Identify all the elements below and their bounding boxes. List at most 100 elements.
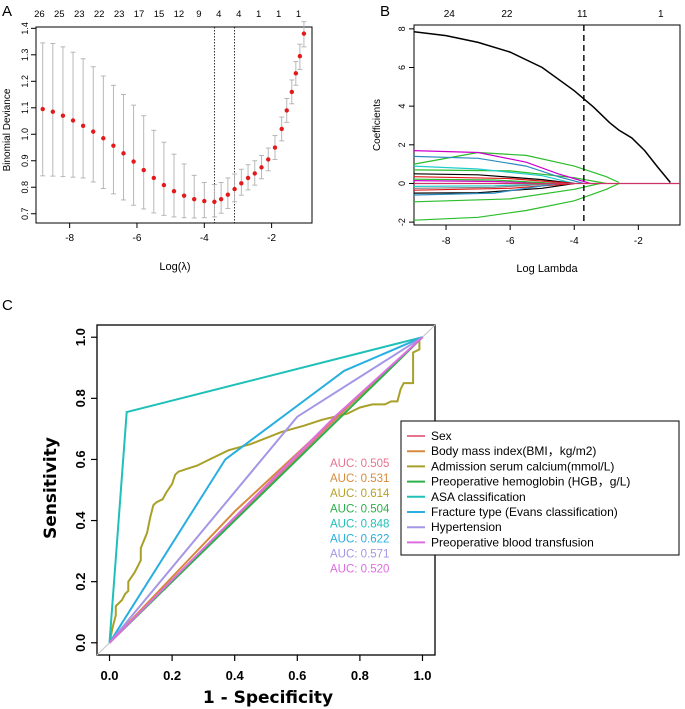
legend-entry: Body mass index(BMI，kg/m2) [431, 444, 596, 458]
panel-a-xtick-label: -8 [65, 233, 74, 244]
panel-c-auc-label: AUC: 0.571 [330, 549, 389, 561]
panel-b-coef-line [413, 182, 575, 191]
panel-b-top-label: 1 [658, 9, 664, 20]
panel-a-point [191, 196, 197, 202]
panel-a-top-label: 1 [276, 9, 281, 20]
panel-a-point [252, 171, 257, 176]
panel-a-point [50, 109, 56, 114]
panel-c-roc-curve [108, 336, 423, 644]
legend-entry: ASA classification [431, 490, 526, 504]
panel-b-plot-box [413, 24, 681, 226]
panel-a-x-axis-title: Log(λ) [159, 261, 190, 273]
panel-a-top-label: 1 [296, 9, 301, 20]
panel-a-point [181, 193, 187, 198]
panel-a-point [161, 182, 167, 188]
panel-b-ytick-label: 8 [397, 26, 407, 31]
panel-a-point [284, 108, 289, 113]
panel-b-lasso-path: Log Lambda Coefficients -8 -6 -4 -2 -202468… [372, 9, 681, 275]
panel-a-top-label: 1 [256, 9, 261, 20]
panel-b-xtick-label: -4 [570, 236, 579, 247]
panel-c-auc-label: AUC: 0.848 [330, 518, 389, 530]
panel-a-top-label: 17 [134, 9, 145, 20]
panel-a-point [301, 31, 307, 36]
legend-box [400, 420, 680, 556]
panel-c-auc-label: AUC: 0.614 [330, 488, 390, 500]
panel-a-point [151, 175, 157, 181]
panel-c-auc-label: AUC: 0.505 [330, 458, 389, 470]
panel-c-roc-curve [108, 336, 424, 644]
legend-entry: Fracture type (Evans classification) [431, 505, 618, 519]
panel-b-coef-line [413, 151, 620, 184]
panel-a-point [111, 143, 116, 148]
panel-a-point [232, 186, 237, 192]
panel-a-point [131, 159, 136, 164]
panel-b-xtick-label: -6 [506, 236, 515, 247]
panel-c-auc-label: AUC: 0.531 [330, 473, 389, 485]
panel-a-top-label: 25 [54, 9, 65, 20]
panel-a-top-label: 12 [174, 9, 185, 20]
panel-a-xtick-label: -6 [133, 233, 142, 244]
panel-a-ytick-label: 0.7 [20, 207, 30, 220]
panel-a-point [141, 167, 146, 173]
panel-b-coef-line [413, 31, 671, 183]
legend-entry: Admission serum calcium(mmol/L) [431, 459, 614, 473]
panel-b-y-axis-title: Coefficients [372, 99, 383, 151]
panel-b-ytick-label: 6 [397, 65, 407, 70]
panel-b-coef-line [413, 182, 601, 203]
panel-b-coef-line [413, 182, 559, 189]
panel-c-roc: 1 - Specificity Sensitivity 0.0 0.2 0.4 0.6… [41, 324, 680, 708]
panel-b-ytick-label: 4 [397, 104, 407, 109]
panel-b-xtick-label: -2 [634, 236, 643, 247]
panel-a-ytick-label: 1.2 [20, 75, 30, 88]
panel-c-xtick-label: 0.0 [100, 668, 118, 683]
panel-a-point [101, 136, 106, 141]
panel-a-point [259, 165, 264, 170]
panel-b-ytick-label: -2 [397, 218, 407, 226]
panel-label-b: B [380, 3, 390, 20]
panel-a-top-label: 4 [216, 9, 221, 20]
panel-b-coef-line [413, 165, 575, 185]
panel-a-top-label: 9 [196, 9, 201, 20]
panel-a-ytick-label: 1.3 [20, 49, 30, 62]
panel-a-point [212, 199, 217, 205]
panel-c-ytick-label: 0.4 [73, 511, 88, 530]
panel-a-xtick-label: -2 [267, 233, 276, 244]
panel-a-top-label: 4 [236, 9, 241, 20]
panel-a-lasso-cv: Log(λ) Binomial Deviance -8 -6 -4 -2 0.7 0.8… [2, 9, 313, 273]
panel-a-point [272, 145, 278, 150]
panel-c-x-axis-title: 1 - Specificity [203, 688, 333, 708]
panel-c-xtick-label: 0.6 [288, 668, 306, 683]
panel-b-top-label: 24 [444, 9, 456, 20]
panel-a-point [121, 151, 126, 156]
panel-a-point [218, 196, 224, 202]
panel-a-xtick-label: -4 [200, 233, 209, 244]
panel-b-coef-line [413, 173, 575, 185]
panel-c-y-axis-title: Sensitivity [41, 437, 61, 539]
panel-c-ytick-label: 0.6 [73, 450, 88, 468]
panel-c-auc-label: AUC: 0.622 [330, 534, 389, 546]
panel-c-xtick-label: 0.4 [226, 668, 245, 683]
panel-b-coef-line [413, 150, 591, 185]
panel-b-coef-line [413, 182, 559, 196]
panel-label-a: A [2, 3, 12, 20]
panel-a-point [245, 175, 251, 181]
panel-b-coef-line [413, 176, 575, 185]
panel-b-x-axis-title: Log Lambda [516, 263, 578, 275]
panel-a-ytick-label: 1.0 [20, 128, 30, 141]
legend-entry: Preoperative blood transfusion [431, 535, 594, 549]
panel-c-roc-curve [108, 336, 424, 643]
panel-a-top-label: 15 [154, 9, 165, 20]
panel-a-ytick-label: 1.4 [20, 22, 30, 35]
panel-c-roc-curve [108, 336, 424, 644]
panel-c-xtick-label: 0.8 [351, 668, 369, 683]
panel-b-xtick-label: -8 [442, 236, 451, 247]
panel-b-coef-line [413, 155, 585, 185]
panel-a-point [171, 189, 177, 194]
panel-c-ytick-label: 1.0 [73, 328, 88, 346]
panel-b-top-label: 22 [501, 9, 513, 20]
panel-b-coef-line [413, 169, 607, 185]
panel-b-coef-line [413, 178, 559, 185]
panel-a-point [80, 123, 86, 128]
panel-c-ytick-label: 0.2 [73, 573, 88, 591]
